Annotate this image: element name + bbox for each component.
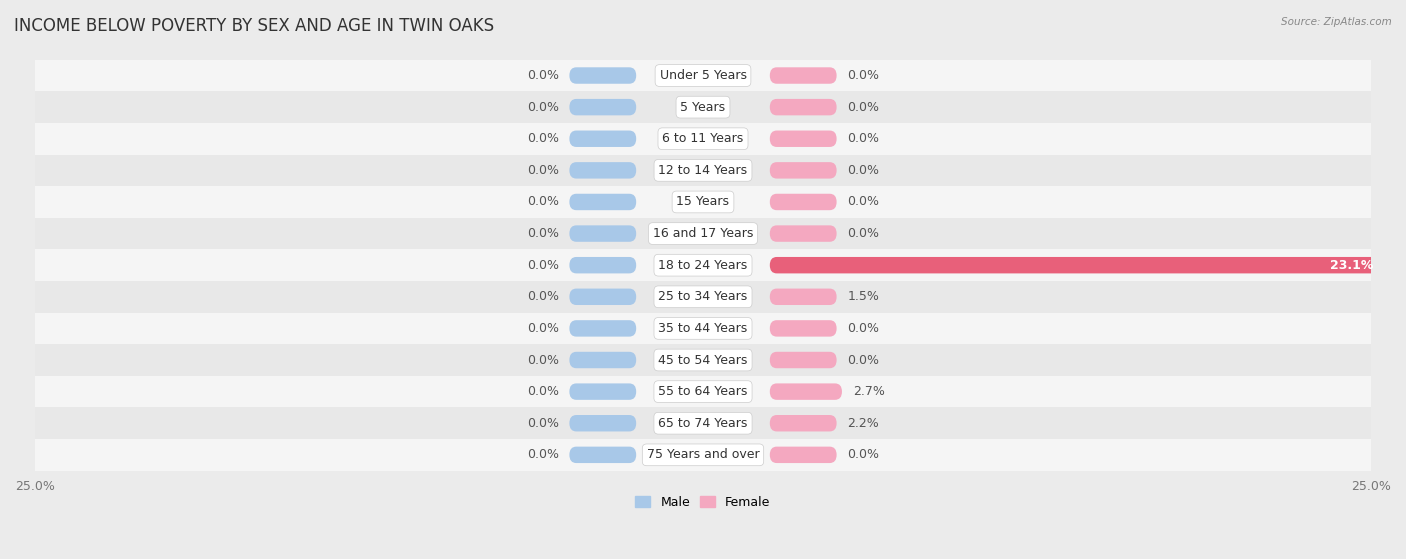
- Text: 0.0%: 0.0%: [527, 385, 558, 398]
- Text: 0.0%: 0.0%: [848, 448, 879, 461]
- Text: INCOME BELOW POVERTY BY SEX AND AGE IN TWIN OAKS: INCOME BELOW POVERTY BY SEX AND AGE IN T…: [14, 17, 494, 35]
- Text: 0.0%: 0.0%: [848, 227, 879, 240]
- FancyBboxPatch shape: [569, 288, 636, 305]
- FancyBboxPatch shape: [770, 415, 837, 432]
- FancyBboxPatch shape: [770, 225, 837, 242]
- Bar: [35, 123, 1371, 154]
- Bar: [35, 281, 1371, 312]
- FancyBboxPatch shape: [770, 67, 837, 84]
- Text: 0.0%: 0.0%: [527, 416, 558, 430]
- Text: 0.0%: 0.0%: [527, 164, 558, 177]
- FancyBboxPatch shape: [770, 130, 837, 147]
- FancyBboxPatch shape: [770, 352, 837, 368]
- Text: 25 to 34 Years: 25 to 34 Years: [658, 290, 748, 304]
- Text: 65 to 74 Years: 65 to 74 Years: [658, 416, 748, 430]
- FancyBboxPatch shape: [770, 194, 837, 210]
- Bar: [35, 344, 1371, 376]
- Text: 55 to 64 Years: 55 to 64 Years: [658, 385, 748, 398]
- Text: 0.0%: 0.0%: [848, 164, 879, 177]
- Text: 23.1%: 23.1%: [1330, 259, 1374, 272]
- FancyBboxPatch shape: [770, 257, 1388, 273]
- Text: 0.0%: 0.0%: [527, 259, 558, 272]
- Bar: [35, 154, 1371, 186]
- Legend: Male, Female: Male, Female: [630, 491, 776, 514]
- Text: 0.0%: 0.0%: [527, 322, 558, 335]
- FancyBboxPatch shape: [770, 320, 837, 337]
- FancyBboxPatch shape: [569, 130, 636, 147]
- Text: 0.0%: 0.0%: [848, 196, 879, 209]
- FancyBboxPatch shape: [569, 257, 636, 273]
- Text: 2.2%: 2.2%: [848, 416, 879, 430]
- Text: 0.0%: 0.0%: [848, 101, 879, 113]
- Text: 35 to 44 Years: 35 to 44 Years: [658, 322, 748, 335]
- Text: 0.0%: 0.0%: [527, 196, 558, 209]
- Text: 12 to 14 Years: 12 to 14 Years: [658, 164, 748, 177]
- FancyBboxPatch shape: [569, 99, 636, 115]
- Bar: [35, 91, 1371, 123]
- FancyBboxPatch shape: [770, 447, 837, 463]
- FancyBboxPatch shape: [569, 162, 636, 178]
- FancyBboxPatch shape: [770, 383, 842, 400]
- Bar: [35, 312, 1371, 344]
- Text: 0.0%: 0.0%: [527, 448, 558, 461]
- Bar: [35, 186, 1371, 218]
- Text: 75 Years and over: 75 Years and over: [647, 448, 759, 461]
- Text: 18 to 24 Years: 18 to 24 Years: [658, 259, 748, 272]
- FancyBboxPatch shape: [770, 99, 837, 115]
- Text: 2.7%: 2.7%: [852, 385, 884, 398]
- Text: 0.0%: 0.0%: [848, 132, 879, 145]
- Text: 0.0%: 0.0%: [527, 227, 558, 240]
- FancyBboxPatch shape: [770, 288, 837, 305]
- Text: 0.0%: 0.0%: [848, 322, 879, 335]
- FancyBboxPatch shape: [569, 352, 636, 368]
- Bar: [35, 218, 1371, 249]
- Text: 1.5%: 1.5%: [848, 290, 879, 304]
- Bar: [35, 439, 1371, 471]
- Text: 16 and 17 Years: 16 and 17 Years: [652, 227, 754, 240]
- FancyBboxPatch shape: [569, 383, 636, 400]
- Text: 45 to 54 Years: 45 to 54 Years: [658, 353, 748, 367]
- Bar: [35, 249, 1371, 281]
- FancyBboxPatch shape: [569, 225, 636, 242]
- Bar: [35, 408, 1371, 439]
- Text: 15 Years: 15 Years: [676, 196, 730, 209]
- Text: 0.0%: 0.0%: [848, 69, 879, 82]
- FancyBboxPatch shape: [569, 320, 636, 337]
- Text: 6 to 11 Years: 6 to 11 Years: [662, 132, 744, 145]
- FancyBboxPatch shape: [569, 447, 636, 463]
- FancyBboxPatch shape: [569, 415, 636, 432]
- FancyBboxPatch shape: [569, 67, 636, 84]
- Text: 0.0%: 0.0%: [527, 290, 558, 304]
- Bar: [35, 60, 1371, 91]
- Text: 0.0%: 0.0%: [527, 132, 558, 145]
- Text: 0.0%: 0.0%: [527, 353, 558, 367]
- FancyBboxPatch shape: [770, 162, 837, 178]
- Text: Under 5 Years: Under 5 Years: [659, 69, 747, 82]
- FancyBboxPatch shape: [569, 194, 636, 210]
- Text: 0.0%: 0.0%: [527, 69, 558, 82]
- Text: 0.0%: 0.0%: [848, 353, 879, 367]
- Text: 5 Years: 5 Years: [681, 101, 725, 113]
- Text: Source: ZipAtlas.com: Source: ZipAtlas.com: [1281, 17, 1392, 27]
- Bar: [35, 376, 1371, 408]
- Text: 0.0%: 0.0%: [527, 101, 558, 113]
